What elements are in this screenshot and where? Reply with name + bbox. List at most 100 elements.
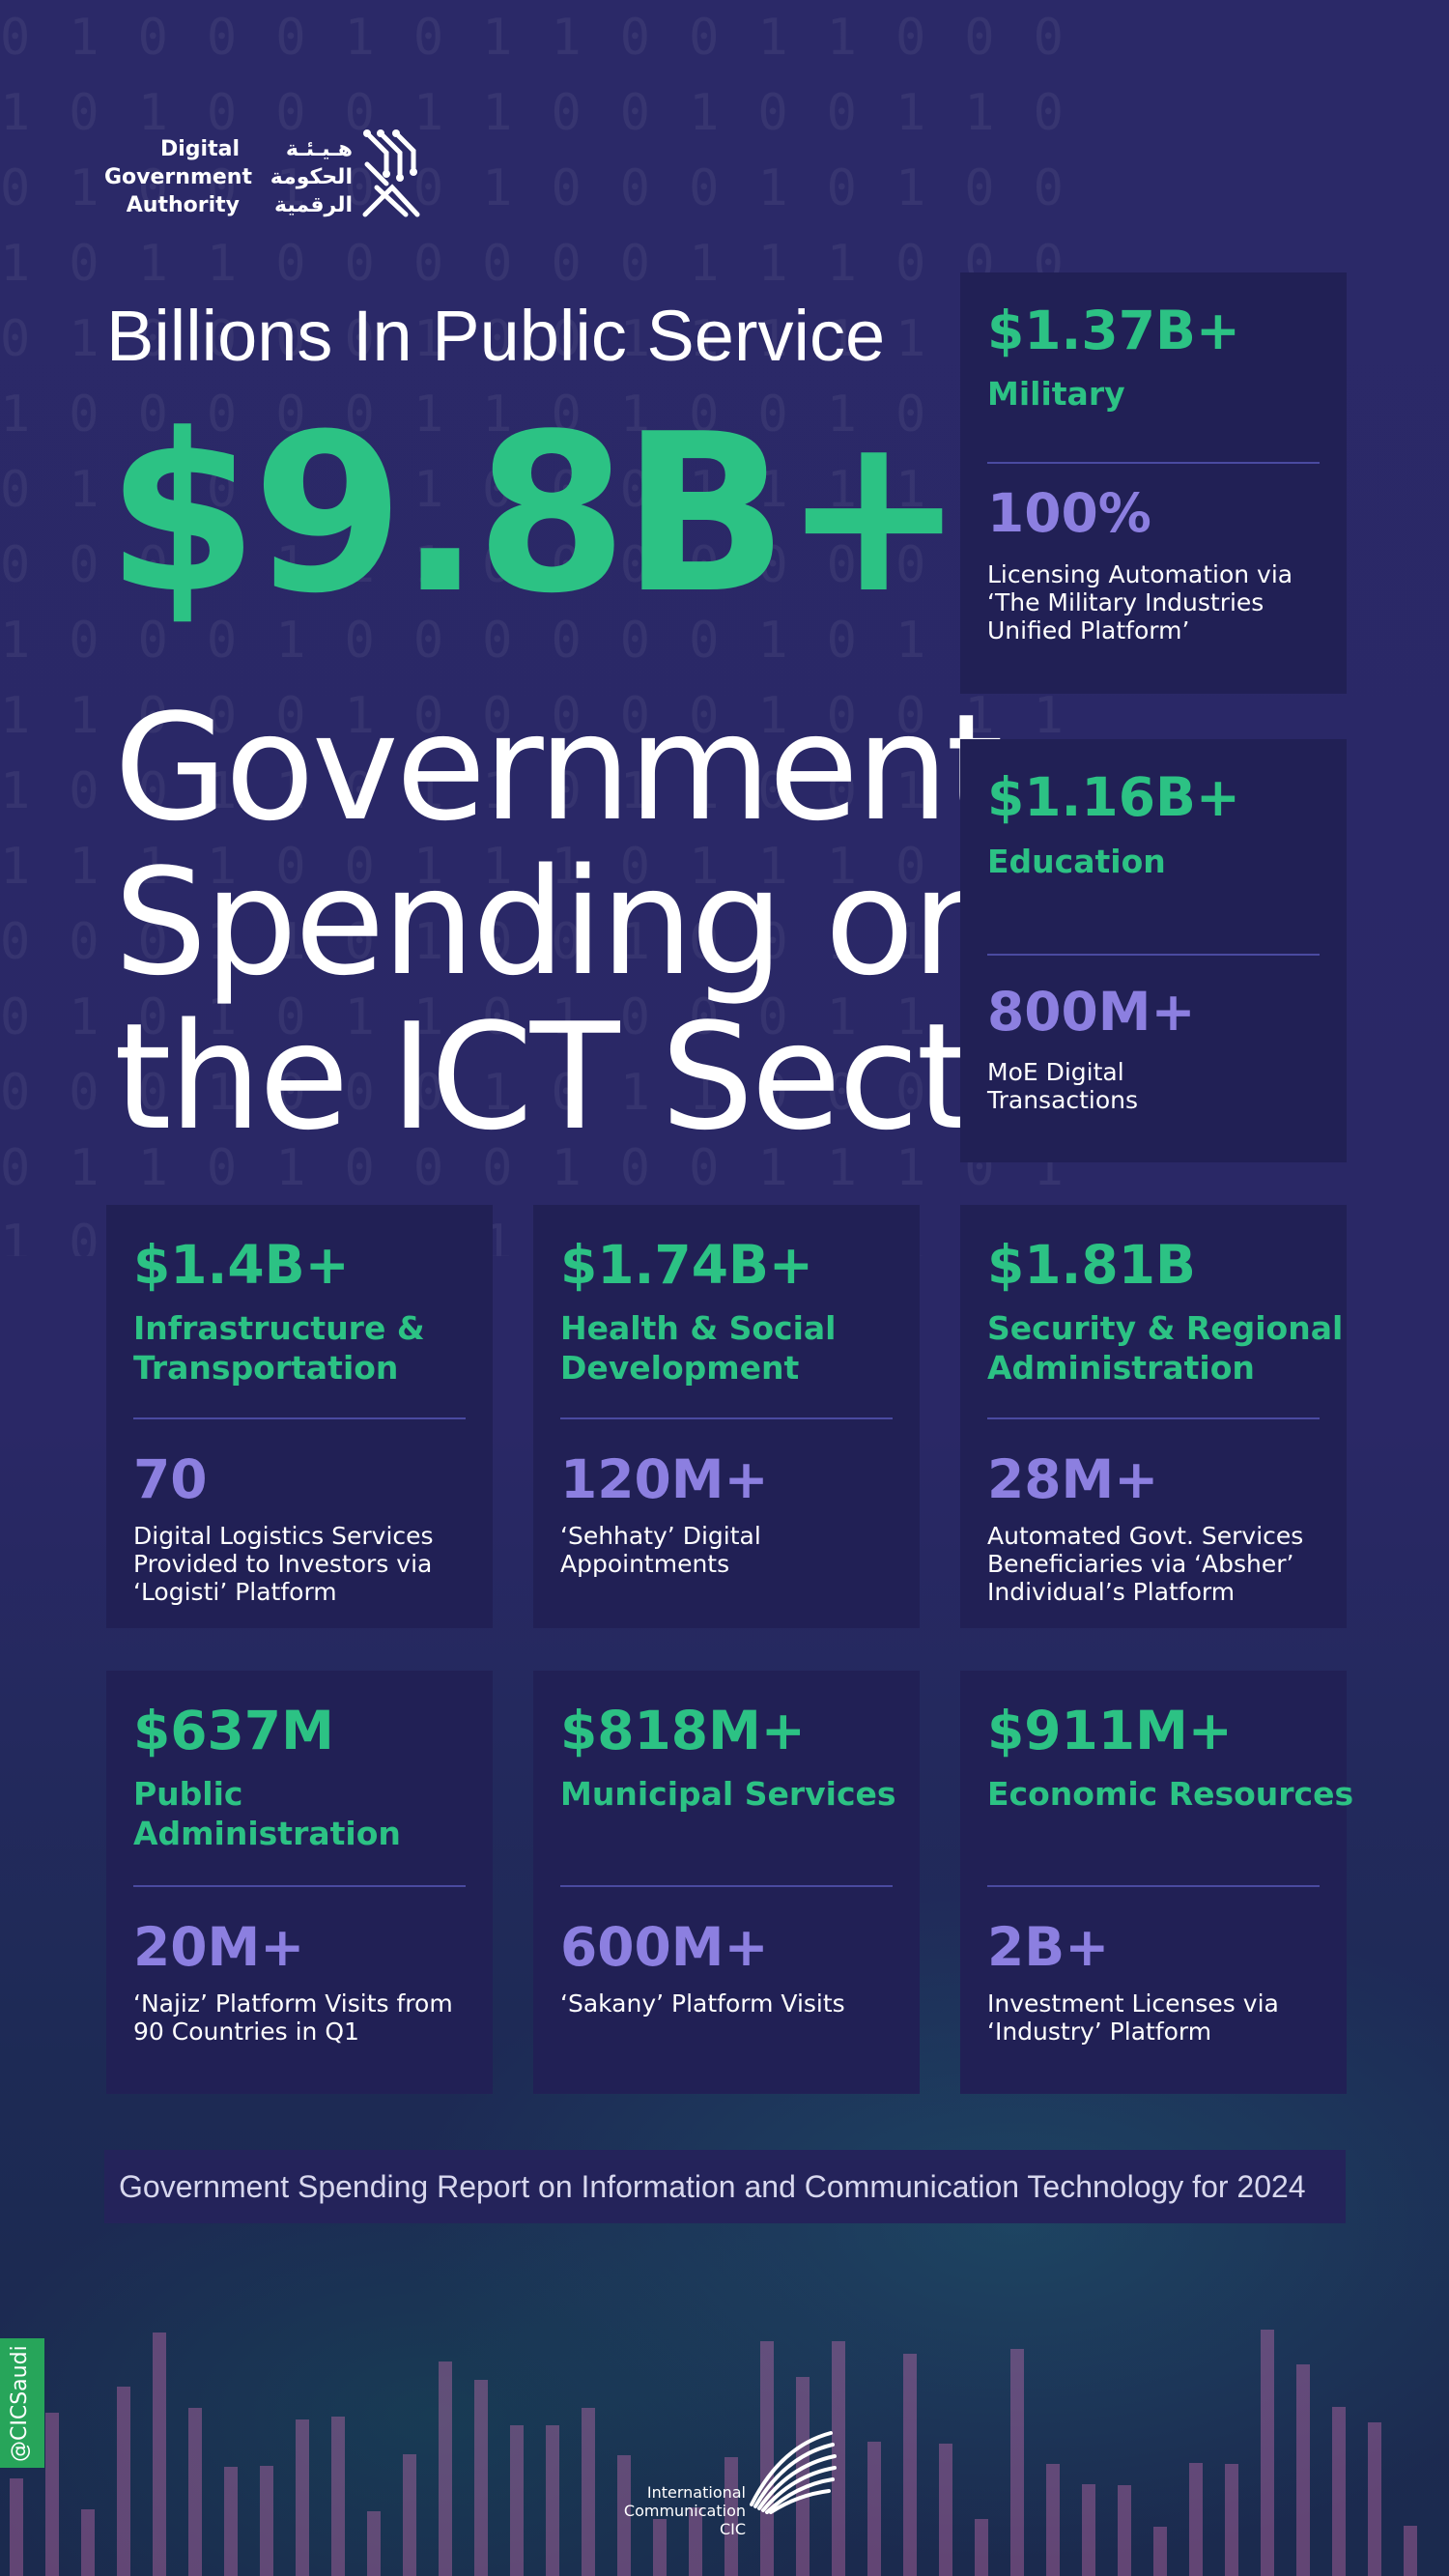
report-caption: Government Spending Report on Informatio… [119, 2169, 1306, 2204]
category-line: Administration [133, 1815, 401, 1852]
card-divider [987, 1885, 1320, 1887]
category-line: Economic Resources [987, 1775, 1354, 1813]
sector-card-education: $1.16B+ Education 800M+ MoE Digital Tran… [960, 739, 1347, 1162]
background-candle [117, 2387, 130, 2576]
background-candle [1010, 2349, 1024, 2576]
headline-line: the ICT Sector [114, 991, 1119, 1162]
background-candle [1225, 2464, 1238, 2576]
background-candle [1118, 2485, 1131, 2576]
cic-line: CIC [719, 2520, 746, 2538]
dga-circuit-logo-icon [362, 129, 420, 217]
logo-line: Government [104, 165, 252, 189]
background-candle [510, 2425, 524, 2576]
hero-kicker: Billions In Public Service [106, 296, 886, 376]
category-line: Health & Social [560, 1309, 837, 1347]
category-line: Administration [987, 1349, 1255, 1387]
background-candle [1368, 2422, 1381, 2576]
sector-stat: 2B+ [987, 1916, 1110, 1978]
sector-amount: $1.37B+ [987, 300, 1240, 361]
sector-amount: $818M+ [560, 1700, 806, 1761]
hero-headline: Government Spending on the ICT Sector [114, 682, 1119, 1162]
desc-line: Automated Govt. Services [987, 1522, 1304, 1550]
binary-background-pattern: 0100010110011000 1010001100100110 010010… [0, 9, 1102, 1256]
sector-description: ‘Najiz’ Platform Visits from 90 Countrie… [133, 1989, 453, 2046]
report-caption-band: Government Spending Report on Informatio… [104, 2150, 1346, 2223]
card-divider [560, 1417, 893, 1419]
category-line: Development [560, 1349, 800, 1387]
logo-arabic-text: هـيـئـة الحكومة الرقمية [251, 135, 353, 219]
background-candle [260, 2466, 273, 2576]
sector-stat: 28M+ [987, 1448, 1159, 1510]
sector-description: Digital Logistics Services Provided to I… [133, 1522, 434, 1606]
sector-card-infrastructure: $1.4B+ Infrastructure & Transportation 7… [106, 1205, 493, 1628]
background-candle [331, 2417, 345, 2576]
background-candle [689, 2507, 702, 2576]
card-divider [987, 462, 1320, 464]
sector-description: MoE Digital Transactions [987, 1058, 1138, 1114]
sector-stat: 70 [133, 1448, 208, 1510]
desc-line: ‘Najiz’ Platform Visits from [133, 1989, 453, 2018]
background-candle [367, 2511, 381, 2576]
sector-description: Licensing Automation via ‘The Military I… [987, 560, 1293, 644]
desc-line: 90 Countries in Q1 [133, 2018, 359, 2046]
background-candle [760, 2341, 774, 2576]
background-candle [903, 2354, 917, 2576]
headline-line: Government [114, 682, 1004, 853]
background-candle [1296, 2364, 1310, 2576]
card-divider [560, 1885, 893, 1887]
hero-total: $9.8B+ [106, 387, 965, 642]
background-candle [582, 2408, 595, 2576]
desc-line: Appointments [560, 1550, 730, 1578]
sector-category: Health & Social Development [560, 1308, 837, 1388]
sector-description: ‘Sakany’ Platform Visits [560, 1989, 845, 2018]
logo-line: Authority [126, 193, 240, 217]
desc-line: ‘Sakany’ Platform Visits [560, 1989, 845, 2018]
background-candle [403, 2454, 416, 2576]
desc-line: Investment Licenses via [987, 1989, 1279, 2018]
sector-amount: $1.4B+ [133, 1234, 350, 1296]
desc-line: ‘The Military Industries [987, 588, 1264, 616]
sector-stat: 20M+ [133, 1916, 305, 1978]
sector-stat: 800M+ [987, 981, 1196, 1043]
sector-category: Economic Resources [987, 1774, 1353, 1814]
background-candle [1046, 2464, 1060, 2576]
sector-category: Security & Regional Administration [987, 1308, 1343, 1388]
cic-burst-logo-icon [750, 2431, 837, 2514]
sector-amount: $637M [133, 1700, 334, 1761]
sector-category: Public Administration [133, 1774, 401, 1853]
sector-category: Education [987, 842, 1166, 881]
sector-amount: $1.74B+ [560, 1234, 813, 1296]
cic-logo-text: International Communication CIC [618, 2483, 746, 2538]
candlestick-background [0, 2126, 1449, 2576]
background-candle [832, 2341, 845, 2576]
background-candle [939, 2444, 952, 2576]
background-candle [724, 2457, 738, 2576]
background-candle [188, 2408, 202, 2576]
background-candle [546, 2425, 559, 2576]
sector-card-public-administration: $637M Public Administration 20M+ ‘Najiz’… [106, 1671, 493, 2094]
sector-stat: 600M+ [560, 1916, 769, 1978]
card-divider [133, 1417, 466, 1419]
sector-card-security: $1.81B Security & Regional Administratio… [960, 1205, 1347, 1628]
desc-line: Transactions [987, 1086, 1139, 1114]
background-candle [1404, 2526, 1417, 2576]
background-candle [296, 2419, 309, 2576]
background-candle [45, 2413, 59, 2576]
desc-line: ‘Industry’ Platform [987, 2018, 1212, 2046]
background-candle [1332, 2407, 1346, 2576]
background-candle [474, 2380, 488, 2576]
desc-line: Unified Platform’ [987, 616, 1190, 644]
sector-stat: 100% [987, 482, 1151, 544]
headline-line: Spending on [114, 837, 1005, 1008]
background-candle [153, 2333, 166, 2576]
sector-card-economic: $911M+ Economic Resources 2B+ Investment… [960, 1671, 1353, 2094]
category-line: Transportation [133, 1349, 399, 1387]
background-candle [10, 2478, 23, 2576]
desc-line: ‘Logisti’ Platform [133, 1578, 337, 1606]
category-line: Public [133, 1775, 243, 1813]
social-handle-tab: @CICSaudi [0, 2338, 44, 2468]
category-line: Security & Regional [987, 1309, 1344, 1347]
card-divider [987, 1417, 1320, 1419]
background-candle [1261, 2330, 1274, 2576]
background-candle [81, 2509, 95, 2576]
